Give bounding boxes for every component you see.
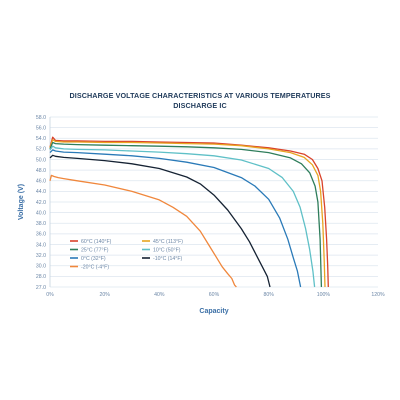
series-line xyxy=(49,145,316,288)
y-tick-label: 30.0 xyxy=(36,264,46,270)
y-axis-label: Voltage (V) xyxy=(18,184,25,220)
series-line xyxy=(49,149,302,288)
y-tick-label: 50.0 xyxy=(36,157,46,163)
series-line xyxy=(49,154,271,288)
y-tick-label: 54.0 xyxy=(36,136,46,142)
series-line xyxy=(49,174,237,288)
x-tick-label: 60% xyxy=(209,292,220,298)
legend-label: 25°C (77°F) xyxy=(81,247,109,253)
y-tick-label: 42.0 xyxy=(36,200,46,206)
x-tick-label: 20% xyxy=(99,292,110,298)
legend-label: 45°C (113°F) xyxy=(153,239,183,245)
x-axis-label: Capacity xyxy=(199,308,228,315)
legend-label: 0°C (32°F) xyxy=(81,256,106,262)
chart-title: DISCHARGE VOLTAGE CHARACTERISTICS AT VAR… xyxy=(69,91,331,100)
y-tick-label: 44.0 xyxy=(36,189,46,195)
x-tick-label: 0% xyxy=(46,292,54,298)
y-tick-label: 56.0 xyxy=(36,125,46,131)
x-tick-labels: 0% 20% 40% 60% 80% 100% 120% xyxy=(46,292,385,298)
series-lines xyxy=(49,136,329,288)
x-tick-label: 80% xyxy=(263,292,274,298)
legend-label: -20°C (-4°F) xyxy=(81,264,109,270)
series-line xyxy=(49,139,326,288)
legend-label: 10°C (50°F) xyxy=(153,247,181,253)
y-tick-label: 46.0 xyxy=(36,179,46,185)
y-tick-label: 27.0 xyxy=(36,285,46,291)
y-tick-labels: 27.0 28.0 30.0 32.0 34.0 36.0 38.0 40.0 42.0 44.0… xyxy=(36,115,46,291)
gridlines xyxy=(49,116,378,288)
y-tick-label: 32.0 xyxy=(36,253,46,259)
y-tick-label: 38.0 xyxy=(36,221,46,227)
y-tick-label: 58.0 xyxy=(36,115,46,121)
y-tick-label: 40.0 xyxy=(36,210,46,216)
chart-subtitle: DISCHARGE IC xyxy=(173,101,227,110)
x-tick-label: 100% xyxy=(317,292,331,298)
x-tick-label: 40% xyxy=(154,292,165,298)
legend: 60°C (140°F) 45°C (113°F) 25°C (77°F) 10°C … xyxy=(70,239,183,270)
y-tick-label: 28.0 xyxy=(36,274,46,280)
y-tick-label: 34.0 xyxy=(36,242,46,248)
series-line xyxy=(49,141,323,288)
legend-label: -10°C (14°F) xyxy=(153,256,183,262)
y-tick-label: 36.0 xyxy=(36,232,46,238)
legend-label: 60°C (140°F) xyxy=(81,239,112,245)
y-tick-label: 48.0 xyxy=(36,168,46,174)
y-tick-label: 52.0 xyxy=(36,147,46,153)
x-tick-label: 120% xyxy=(371,292,385,298)
